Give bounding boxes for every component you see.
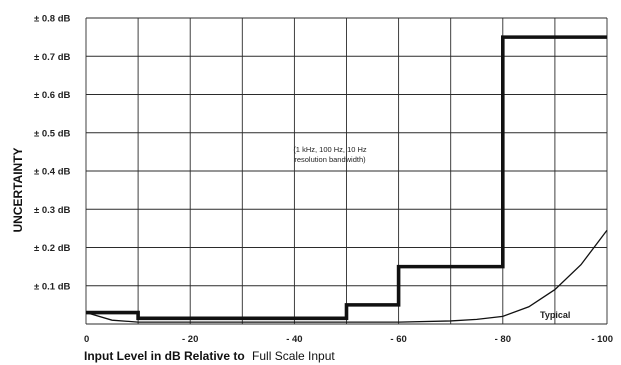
- y-axis-title: UNCERTAINTY: [11, 147, 25, 232]
- typical-label: Typical: [540, 310, 570, 320]
- annotation-line-1: (1 kHz, 100 Hz, 10 Hz: [293, 145, 367, 154]
- y-tick-label: ± 0.4 dB: [34, 167, 71, 178]
- y-tick-label: ± 0.6 dB: [34, 90, 71, 101]
- series-specified-limit-line: [86, 35, 607, 321]
- x-tick-label: - 40: [286, 334, 302, 345]
- tick-labels: ± 0.1 dB ± 0.2 dB ± 0.3 dB ± 0.4 dB ± 0.5 dB…: [34, 14, 613, 346]
- series-group: [85, 35, 608, 323]
- y-tick-label: ± 0.8 dB: [34, 14, 71, 25]
- x-axis-title-rest: Full Scale Input: [252, 349, 335, 363]
- y-tick-label: ± 0.1 dB: [34, 281, 71, 292]
- x-tick-label: - 20: [182, 334, 198, 345]
- y-tick-label: ± 0.5 dB: [34, 128, 71, 139]
- y-tick-label: ± 0.7 dB: [34, 52, 71, 63]
- grid: [85, 17, 608, 325]
- x-axis-title-bold: Input Level in dB Relative to: [84, 349, 245, 363]
- x-tick-label: 0: [84, 334, 89, 345]
- y-tick-label: ± 0.3 dB: [34, 205, 71, 216]
- annotation-line-2: resolution bandwidth): [294, 155, 366, 164]
- series-typical-line: [85, 229, 608, 323]
- x-tick-label: - 100: [591, 334, 613, 345]
- y-tick-label: ± 0.2 dB: [34, 243, 71, 254]
- x-tick-label: - 60: [390, 334, 406, 345]
- x-axis-title: Input Level in dB Relative to Full Scale…: [84, 349, 335, 363]
- x-tick-label: - 80: [495, 334, 511, 345]
